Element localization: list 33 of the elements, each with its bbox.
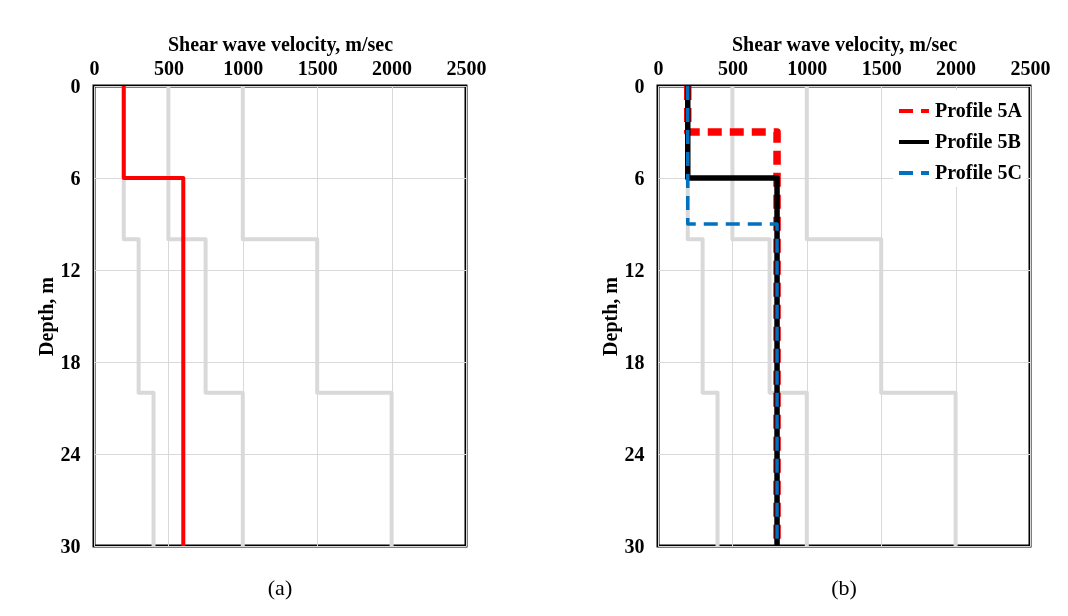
y-tick-label: 18 [624, 350, 645, 373]
x-tick-label: 1500 [297, 56, 338, 79]
y-tick-label: 30 [60, 534, 81, 557]
y-tick-label: 6 [70, 166, 81, 189]
x-axis-title: Shear wave velocity, m/sec [731, 32, 958, 56]
x-tick-label: 2000 [372, 56, 413, 79]
legend-label: Profile 5B [935, 130, 1021, 152]
x-tick-label: 0 [653, 56, 664, 79]
y-tick-label: 0 [70, 74, 81, 97]
y-axis-title: Depth, m [598, 276, 622, 356]
x-tick-label: 2500 [446, 56, 487, 79]
legend-label: Profile 5A [935, 99, 1023, 121]
x-axis-title: Shear wave velocity, m/sec [167, 32, 394, 56]
y-tick-label: 30 [624, 534, 645, 557]
text: (b) [831, 575, 857, 600]
x-tick-label: 1500 [861, 56, 902, 79]
text: (a) [267, 575, 293, 600]
y-axis-title: Depth, m [34, 276, 58, 356]
y-tick-label: 12 [624, 258, 645, 281]
x-tick-label: 500 [153, 56, 184, 79]
y-tick-label: 6 [634, 166, 645, 189]
y-tick-label: 18 [60, 350, 81, 373]
x-tick-label: 1000 [787, 56, 828, 79]
x-tick-label: 500 [717, 56, 748, 79]
y-tick-label: 0 [634, 74, 645, 97]
y-tick-label: 24 [60, 442, 81, 465]
x-tick-label: 1000 [223, 56, 264, 79]
y-tick-label: 12 [60, 258, 81, 281]
y-tick-label: 24 [624, 442, 645, 465]
x-tick-label: 2500 [1010, 56, 1051, 79]
x-tick-label: 0 [89, 56, 100, 79]
legend-label: Profile 5C [935, 161, 1022, 183]
x-tick-label: 2000 [936, 56, 977, 79]
